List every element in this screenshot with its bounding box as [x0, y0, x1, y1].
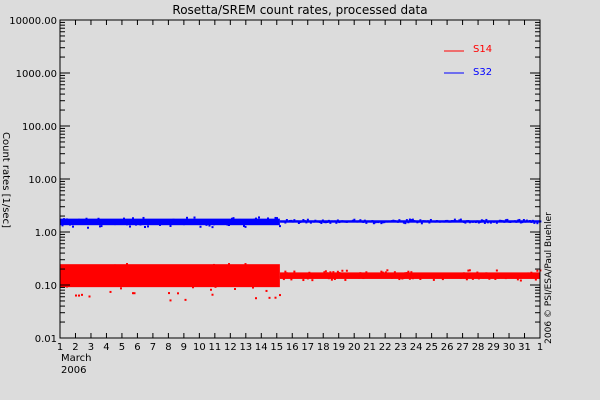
x-tick-label: 19: [332, 342, 345, 353]
y-tick-label: 10.00: [28, 175, 57, 186]
x-tick-label: 2: [72, 342, 78, 353]
x-tick-label: 23: [394, 342, 407, 353]
y-axis-label: Count rates [1/sec]: [0, 132, 11, 228]
x-tick-label: 15: [270, 342, 283, 353]
plot-frame: [59, 19, 541, 339]
legend: S14 S32: [444, 44, 492, 78]
x-tick-label: 21: [363, 342, 376, 353]
x-tick-label: 17: [301, 342, 314, 353]
x-tick-label: 27: [456, 342, 469, 353]
x-tick-label: 14: [255, 342, 268, 353]
copyright-note: 2006 © PSI/ESA/Paul Buehler: [544, 212, 554, 344]
x-tick-label: 10: [193, 342, 206, 353]
x-tick-label: 4: [103, 342, 109, 353]
x-axis: 1 2 3 4 5 6 7 8 9 10 11 12 13 14 15 16 17 18 19 20 21 22 23 24 2…: [57, 20, 543, 353]
x-tick-label: 8: [165, 342, 171, 353]
legend-label-s14: S14: [473, 44, 492, 55]
x-tick-label: 13: [239, 342, 252, 353]
x-tick-label: 24: [410, 342, 423, 353]
x-tick-label: 3: [88, 342, 94, 353]
y-tick-label: 0.10: [35, 281, 57, 292]
x-tick-label: 5: [119, 342, 125, 353]
x-tick-label: 28: [472, 342, 485, 353]
legend-label-s32: S32: [473, 67, 492, 78]
x-tick-label: 22: [379, 342, 392, 353]
x-tick-label: 20: [348, 342, 361, 353]
x-tick-label: 30: [503, 342, 516, 353]
x-tick-label: 11: [208, 342, 221, 353]
y-tick-label: 10000.00: [9, 16, 57, 27]
x-tick-label: 29: [487, 342, 500, 353]
y-tick-label: 1000.00: [16, 69, 57, 80]
x-year-label: 2006: [61, 365, 86, 376]
x-tick-label: 25: [425, 342, 438, 353]
x-tick-label: 31: [518, 342, 531, 353]
x-tick-label: 18: [317, 342, 330, 353]
y-tick-label: 0.01: [35, 334, 57, 345]
x-tick-label: 9: [181, 342, 187, 353]
x-tick-label: 12: [224, 342, 237, 353]
x-month-label: March: [61, 353, 91, 364]
x-tick-label: 7: [150, 342, 156, 353]
chart-title: Rosetta/SREM count rates, processed data: [172, 3, 427, 17]
data-points: [60, 216, 542, 302]
y-tick-label: 100.00: [22, 122, 57, 133]
y-axis: 10000.00 1000.00 100.00 10.00 1.00 0.10 0.01: [9, 16, 540, 345]
x-tick-label: 26: [441, 342, 454, 353]
x-tick-label: 1: [537, 342, 543, 353]
x-tick-label: 16: [286, 342, 299, 353]
x-tick-label: 6: [134, 342, 140, 353]
y-tick-label: 1.00: [35, 228, 57, 239]
x-tick-label: 1: [57, 342, 63, 353]
